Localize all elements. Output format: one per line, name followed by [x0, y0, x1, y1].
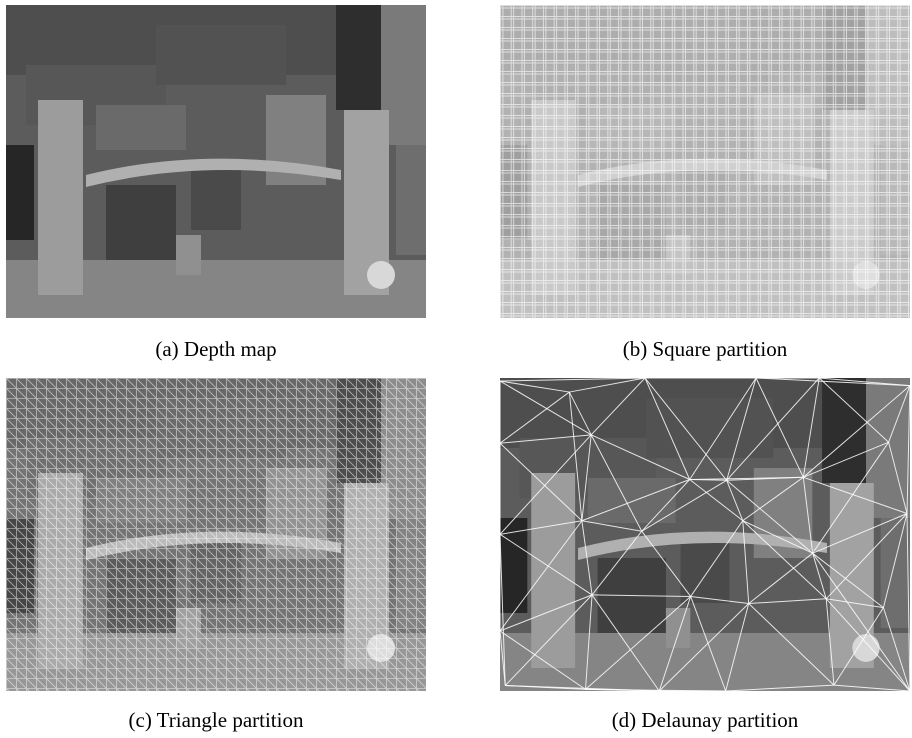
panel-d-image — [500, 378, 910, 691]
panel-a-image — [6, 5, 426, 318]
caption: (b) Square partition — [495, 337, 912, 362]
panel-b-image — [500, 5, 910, 318]
caption: (d) Delaunay partition — [495, 708, 912, 733]
panel-c-image — [6, 378, 426, 691]
caption: (c) Triangle partition — [6, 708, 426, 733]
figure — [0, 0, 912, 738]
figure-page: (a) Depth map (b) Square partition (c) T… — [0, 0, 912, 738]
caption: (a) Depth map — [6, 337, 426, 362]
